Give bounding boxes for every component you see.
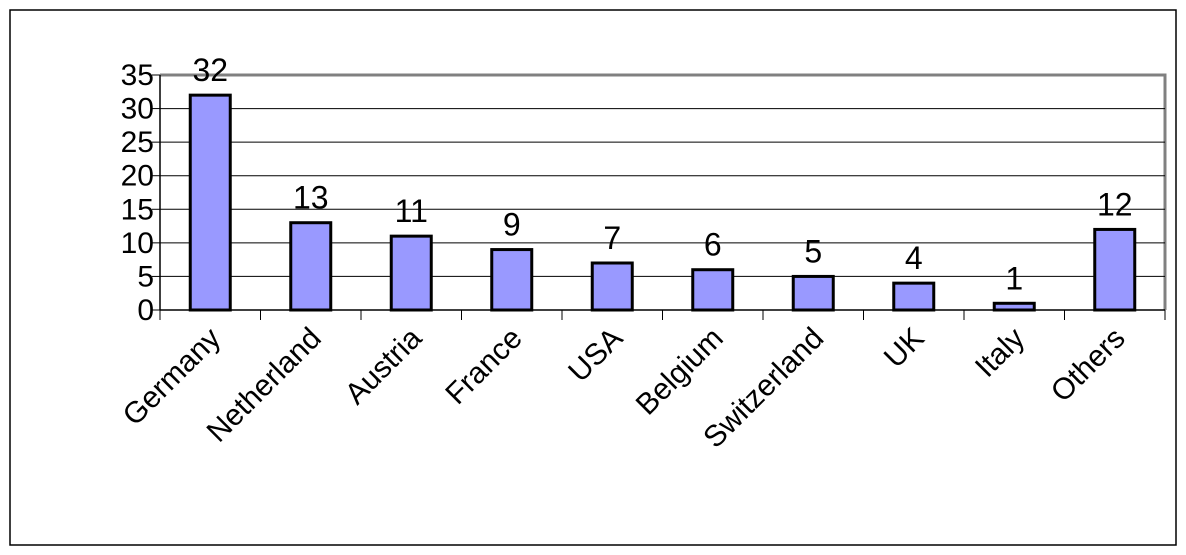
data-label: 32	[192, 52, 228, 88]
y-tick-label: 20	[121, 160, 154, 193]
bar	[389, 234, 433, 312]
bar	[691, 268, 735, 312]
bar	[1093, 227, 1137, 312]
data-label: 7	[603, 220, 621, 256]
bar	[791, 274, 835, 312]
data-label: 9	[503, 207, 521, 243]
data-label: 11	[395, 193, 428, 229]
plot-frame	[160, 73, 1167, 310]
data-label: 6	[704, 227, 722, 263]
bar	[289, 221, 333, 312]
y-tick-label: 30	[121, 93, 154, 126]
data-label: 4	[905, 240, 923, 276]
data-label: 13	[293, 180, 329, 216]
y-tick-label: 0	[137, 294, 154, 327]
data-label: 1	[1005, 260, 1023, 296]
bar	[892, 281, 936, 312]
data-label: 5	[804, 233, 822, 269]
y-tick-label: 10	[121, 227, 154, 260]
y-tick-label: 25	[121, 126, 154, 159]
bar	[188, 93, 232, 312]
y-tick-label: 35	[121, 59, 154, 92]
y-tick-label: 15	[121, 193, 154, 226]
bar	[992, 301, 1036, 312]
bar	[490, 248, 534, 312]
data-label: 12	[1097, 186, 1133, 222]
y-tick-label: 5	[137, 260, 154, 293]
bar	[590, 261, 634, 312]
